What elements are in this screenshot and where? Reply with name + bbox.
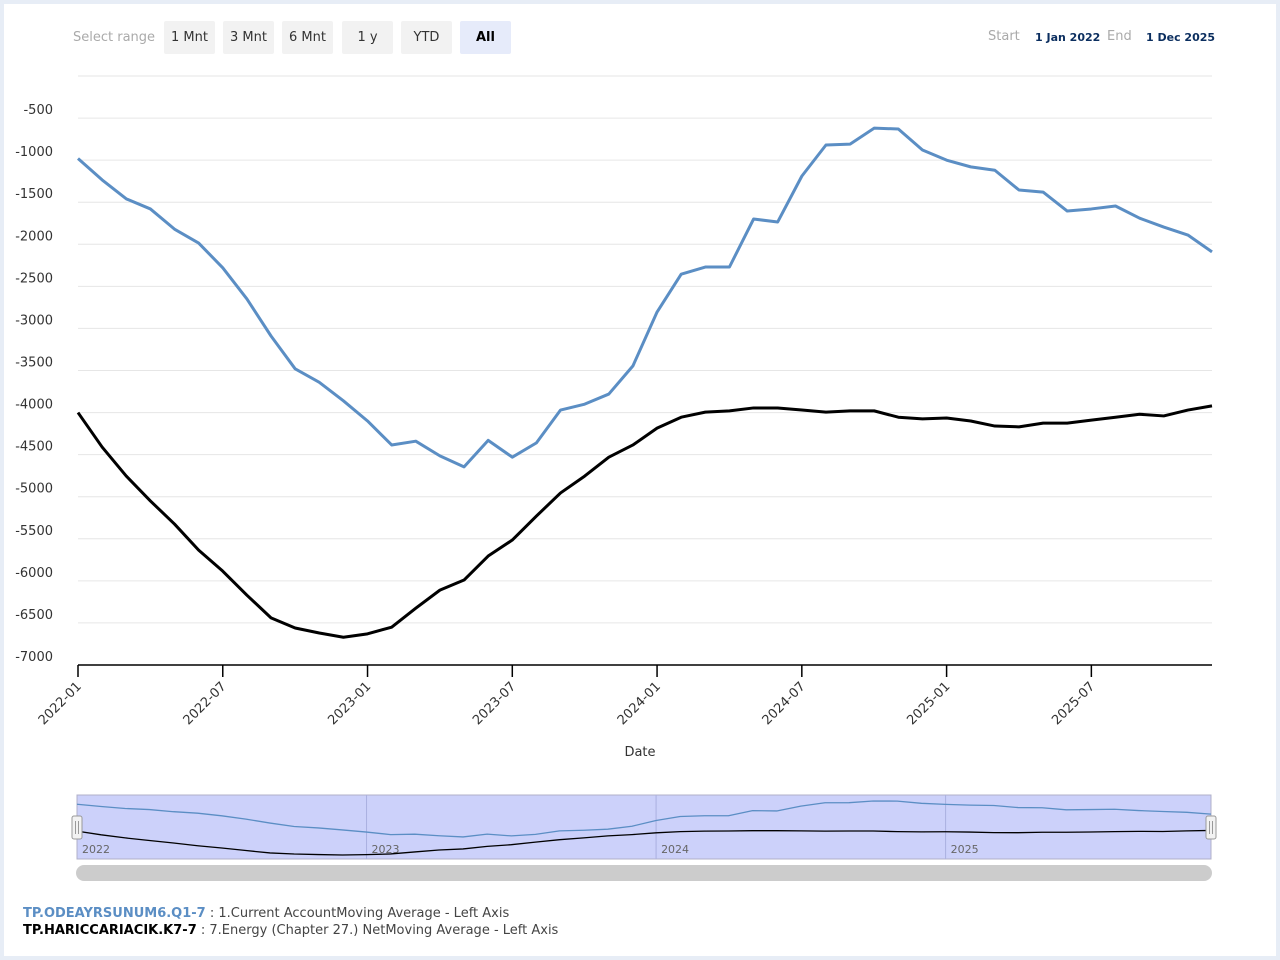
navigator-label: 2025 <box>951 843 979 856</box>
y-tick-label: -2500 <box>15 271 53 286</box>
chart: -7000 -6500 -6000 -5500 -5000 -4500 -4000 -3500… <box>15 75 1217 881</box>
x-tick-label: 2025-01 <box>904 679 953 728</box>
legend-item[interactable]: TP.HARICCARIACIK.K7-7 : 7.Energy (Chapte… <box>23 923 558 938</box>
navigator-handle[interactable] <box>1205 815 1217 840</box>
legend-item[interactable]: TP.ODEAYRSUNUM6.Q1-7 : 1.Current Account… <box>23 906 509 921</box>
series-line <box>77 126 1213 469</box>
navigator-handle[interactable] <box>71 815 83 840</box>
y-tick-label: -4000 <box>15 398 53 413</box>
range-button[interactable]: 3 Mnt <box>223 21 274 54</box>
y-tick-label: -1000 <box>15 145 53 160</box>
x-axis-title: Date <box>624 745 655 760</box>
range-label: Select range <box>73 30 156 45</box>
y-tick-label: -6000 <box>15 566 53 581</box>
series-line <box>76 404 1213 639</box>
range-button[interactable]: 1 Mnt <box>164 21 215 54</box>
y-tick-label: -6500 <box>15 608 53 623</box>
navigator-label: 2024 <box>661 843 689 856</box>
y-tick-label: -3000 <box>15 313 53 328</box>
range-button[interactable]: 1 y <box>342 21 393 54</box>
y-tick-label: -5500 <box>15 524 53 539</box>
range-button[interactable]: 6 Mnt <box>282 21 333 54</box>
y-tick-label: -7000 <box>15 650 53 665</box>
navigator-background <box>76 794 1212 860</box>
scrollbar[interactable] <box>76 865 1212 881</box>
navigator-line <box>76 829 1212 856</box>
x-tick-label: 2024-01 <box>615 679 664 728</box>
legend-description: : 7.Energy (Chapter 27.) NetMoving Avera… <box>200 923 559 938</box>
y-tick-label: -4500 <box>15 440 53 455</box>
end-label: End <box>1107 29 1132 44</box>
start-date[interactable]: 1 Jan 2022 <box>1035 31 1101 44</box>
end-date[interactable]: 1 Dec 2025 <box>1146 31 1216 44</box>
legend-description: : 1.Current AccountMoving Average - Left… <box>209 906 510 921</box>
y-tick-label: -500 <box>23 103 53 118</box>
range-button[interactable]: YTD <box>401 21 452 54</box>
y-tick-label: -5000 <box>15 482 53 497</box>
x-tick-label: 2025-07 <box>1049 679 1098 728</box>
y-tick-label: -1500 <box>15 187 53 202</box>
range-button[interactable]: All <box>460 21 511 54</box>
start-label: Start <box>988 29 1020 44</box>
navigator-label: 2023 <box>372 843 400 856</box>
legend-code: TP.ODEAYRSUNUM6.Q1-7 <box>23 906 206 921</box>
y-tick-label: -2000 <box>15 229 53 244</box>
navigator-line <box>76 800 1212 838</box>
x-tick-label: 2023-01 <box>325 679 374 728</box>
x-tick-label: 2024-07 <box>760 679 809 728</box>
x-tick-label: 2022-07 <box>181 679 230 728</box>
navigator-label: 2022 <box>82 843 110 856</box>
legend-code: TP.HARICCARIACIK.K7-7 <box>23 923 197 938</box>
x-tick-label: 2023-07 <box>470 679 519 728</box>
y-tick-label: -3500 <box>15 356 53 371</box>
x-tick-label: 2022-01 <box>36 679 85 728</box>
